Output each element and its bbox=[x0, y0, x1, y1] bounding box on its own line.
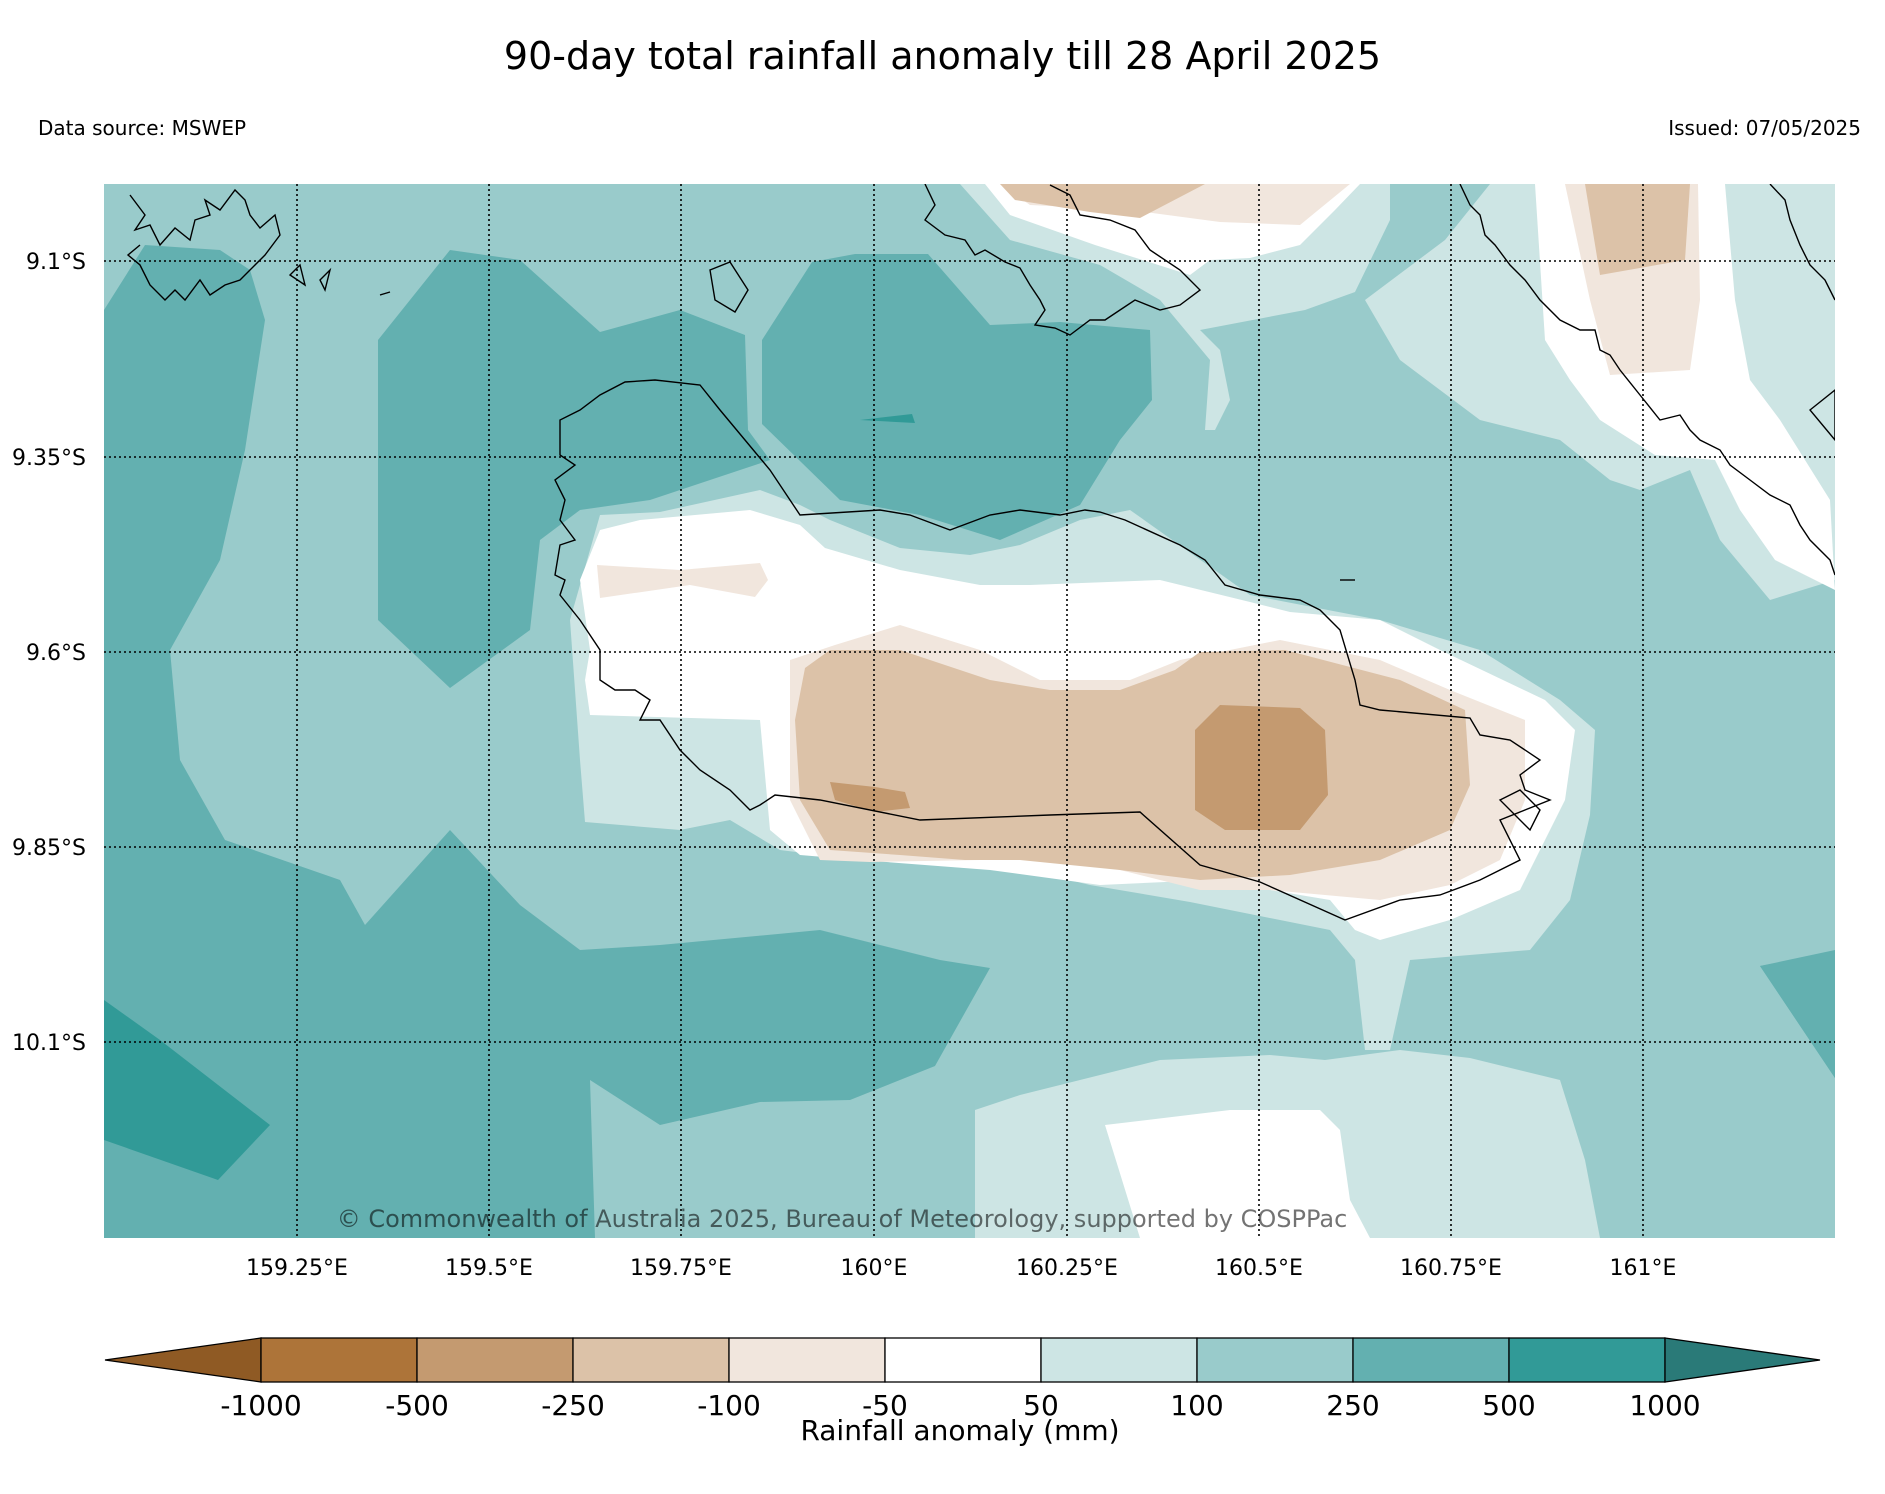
lon-label-160: 160°E bbox=[841, 1256, 908, 1281]
coastline-santa-isabel bbox=[924, 184, 1202, 336]
colorbar-tick-label: -100 bbox=[697, 1389, 761, 1422]
map-plot-area: © Commonwealth of Australia 2025, Bureau… bbox=[104, 184, 1835, 1238]
colorbar-tick-label: 1000 bbox=[1629, 1389, 1700, 1422]
anomaly-region-dry-strong bbox=[1195, 705, 1328, 830]
coastline-northeast-malaita bbox=[1459, 184, 1835, 576]
colorbar-box bbox=[1040, 1337, 1198, 1383]
latitude-labels: 9.1°S 9.35°S 9.6°S 9.85°S 10.1°S bbox=[12, 250, 86, 1056]
coastline-east-island bbox=[1809, 389, 1835, 442]
colorbar-tick-label: -1000 bbox=[220, 1389, 301, 1422]
anomaly-region-250-500-east bbox=[1760, 950, 1835, 1078]
colorbar-tick-label: 250 bbox=[1326, 1389, 1379, 1422]
issued-date-label: Issued: 07/05/2025 bbox=[1668, 116, 1861, 140]
lat-label-9-35: 9.35°S bbox=[12, 446, 86, 471]
colorbar-tick-label: 100 bbox=[1170, 1389, 1223, 1422]
colorbar-box bbox=[1352, 1337, 1510, 1383]
coastline-guadalcanal bbox=[554, 379, 1552, 921]
lat-label-9-6: 9.6°S bbox=[26, 641, 86, 666]
lon-label-161: 161°E bbox=[1610, 1256, 1677, 1281]
longitude-labels: 159.25°E 159.5°E 159.75°E 160°E 160.25°E… bbox=[246, 1256, 1676, 1281]
anomaly-region-250-500-north bbox=[762, 254, 1152, 540]
colorbar-tick-label: -500 bbox=[385, 1389, 449, 1422]
anomaly-region-neutral-south bbox=[1105, 1110, 1370, 1238]
lon-label-159-25: 159.25°E bbox=[246, 1256, 348, 1281]
colorbar-box bbox=[884, 1337, 1042, 1383]
colorbar-min-extension bbox=[104, 1337, 262, 1383]
lon-label-159-75: 159.75°E bbox=[630, 1256, 732, 1281]
colorbar-tick-labels: -1000 -500 -250 -100 -50 50 100 250 500 1000 bbox=[220, 1389, 1700, 1422]
colorbar-box bbox=[416, 1337, 574, 1383]
lon-label-160-5: 160.5°E bbox=[1215, 1256, 1303, 1281]
coastline-northwest-islands bbox=[126, 188, 281, 302]
anomaly-region-dry-strong-small bbox=[830, 782, 910, 812]
lon-label-159-5: 159.5°E bbox=[445, 1256, 533, 1281]
lat-label-10-1: 10.1°S bbox=[12, 1031, 86, 1056]
coastline-small-island-4 bbox=[379, 291, 391, 296]
lat-label-9-85: 9.85°S bbox=[12, 836, 86, 861]
lon-label-160-75: 160.75°E bbox=[1400, 1256, 1502, 1281]
colorbar-tick-label: 50 bbox=[1023, 1389, 1059, 1422]
colorbar-max-extension bbox=[1664, 1337, 1821, 1383]
coastline-east-edge bbox=[1769, 184, 1835, 301]
data-source-label: Data source: MSWEP bbox=[38, 116, 247, 140]
anomaly-region-dry-medium-north bbox=[1000, 184, 1205, 218]
colorbar-tick-label: 500 bbox=[1482, 1389, 1535, 1422]
anomaly-region-dry-medium-northeast bbox=[1585, 184, 1690, 275]
colorbar-label: Rainfall anomaly (mm) bbox=[800, 1414, 1119, 1447]
lat-label-9-1: 9.1°S bbox=[26, 250, 86, 275]
anomaly-region-500-1000-sw bbox=[104, 1000, 270, 1180]
colorbar-box bbox=[260, 1337, 418, 1383]
colorbar-tick-label: -250 bbox=[541, 1389, 605, 1422]
coastline-small-island-6 bbox=[1498, 789, 1541, 832]
graticule bbox=[104, 184, 1835, 1238]
anomaly-region-dry-light-west bbox=[597, 563, 768, 598]
coastline-small-island-1 bbox=[709, 261, 749, 313]
colorbar-box bbox=[572, 1337, 730, 1383]
map-title: 90-day total rainfall anomaly till 28 Ap… bbox=[503, 34, 1382, 78]
copyright-notice: © Commonwealth of Australia 2025, Bureau… bbox=[337, 1205, 1348, 1233]
coastlines bbox=[126, 184, 1835, 921]
colorbar-box bbox=[1508, 1337, 1666, 1383]
colorbar-box bbox=[1196, 1337, 1354, 1383]
colorbar-box bbox=[728, 1337, 886, 1383]
colorbar-tick-label: -50 bbox=[862, 1389, 908, 1422]
coastline-small-island-3 bbox=[319, 267, 332, 293]
lon-label-160-25: 160.25°E bbox=[1016, 1256, 1118, 1281]
anomaly-region-250-500-west bbox=[378, 250, 770, 688]
colorbar-boxes bbox=[260, 1337, 1666, 1383]
colorbar: -1000 -500 -250 -100 -50 50 100 250 500 1000 Rain… bbox=[104, 1337, 1821, 1447]
